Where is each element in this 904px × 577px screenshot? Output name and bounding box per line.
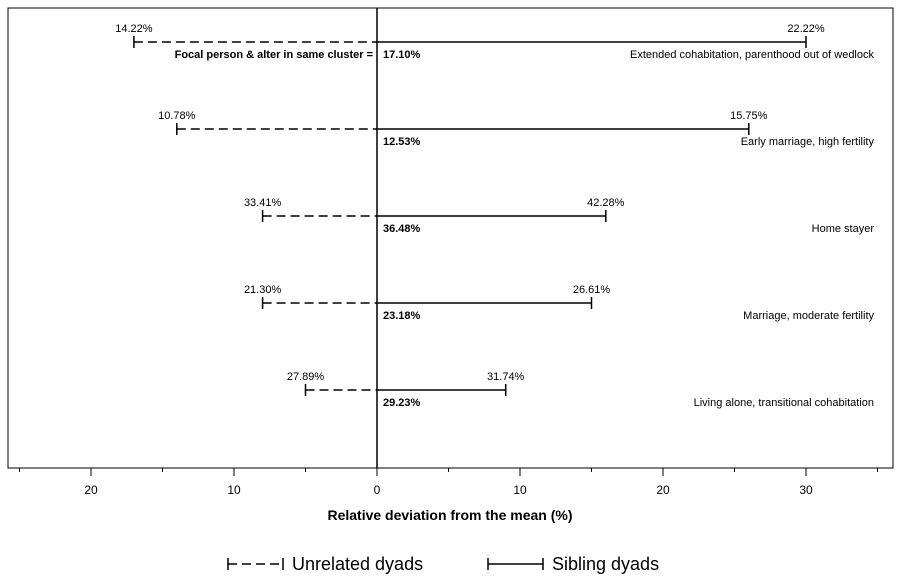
cluster-label: Early marriage, high fertility bbox=[741, 136, 875, 148]
unrelated-value-label: 33.41% bbox=[244, 197, 282, 209]
chart-row: 14.22% 22.22% 17.10% Focal person & alter i… bbox=[115, 23, 874, 61]
x-tick-label: 0 bbox=[374, 483, 381, 497]
sibling-value-label: 26.61% bbox=[573, 284, 611, 296]
unrelated-value-label: 21.30% bbox=[244, 284, 282, 296]
x-axis: 20 10 0 10 20 30 bbox=[19, 468, 878, 497]
chart-row: 10.78% 15.75% 12.53% Early marriage, high f… bbox=[158, 110, 874, 148]
mean-value-label: 23.18% bbox=[383, 310, 421, 322]
chart-row: 27.89% 31.74% 29.23% Living alone, transiti… bbox=[287, 371, 874, 409]
x-axis-label: Relative deviation from the mean (%) bbox=[327, 507, 572, 523]
chart-row: 33.41% 42.28% 36.48% Home stayer bbox=[244, 197, 874, 235]
mean-value-label: 17.10% bbox=[383, 49, 421, 61]
sibling-value-label: 22.22% bbox=[787, 23, 825, 35]
mean-value-label: 29.23% bbox=[383, 397, 421, 409]
cluster-label: Home stayer bbox=[812, 223, 875, 235]
mean-value-label: 36.48% bbox=[383, 223, 421, 235]
legend-unrelated-label: Unrelated dyads bbox=[292, 554, 423, 574]
legend-unrelated-symbol bbox=[227, 558, 284, 570]
x-tick-label: 30 bbox=[799, 483, 813, 497]
unrelated-value-label: 27.89% bbox=[287, 371, 325, 383]
sibling-value-label: 31.74% bbox=[487, 371, 525, 383]
legend-sibling-symbol bbox=[487, 558, 544, 570]
mean-value-label: 12.53% bbox=[383, 136, 421, 148]
mean-prefix-label: Focal person & alter in same cluster = bbox=[175, 49, 373, 61]
chart-row: 21.30% 26.61% 23.18% Marriage, moderate fer… bbox=[244, 284, 875, 322]
unrelated-value-label: 10.78% bbox=[158, 110, 196, 122]
legend: Unrelated dyads Sibling dyads bbox=[227, 554, 659, 574]
x-tick-label: 10 bbox=[227, 483, 241, 497]
cluster-label: Living alone, transitional cohabitation bbox=[694, 397, 874, 409]
x-tick-label: 20 bbox=[656, 483, 670, 497]
sibling-value-label: 15.75% bbox=[730, 110, 768, 122]
x-tick-label: 20 bbox=[84, 483, 98, 497]
plot-frame bbox=[7, 7, 894, 469]
cluster-label: Extended cohabitation, parenthood out of… bbox=[630, 49, 875, 61]
unrelated-value-label: 14.22% bbox=[115, 23, 153, 35]
cluster-label: Marriage, moderate fertility bbox=[743, 310, 874, 322]
sibling-value-label: 42.28% bbox=[587, 197, 625, 209]
x-tick-label: 10 bbox=[513, 483, 527, 497]
chart-rows: 14.22% 22.22% 17.10% Focal person & alter i… bbox=[115, 23, 874, 409]
legend-sibling-label: Sibling dyads bbox=[552, 554, 659, 574]
